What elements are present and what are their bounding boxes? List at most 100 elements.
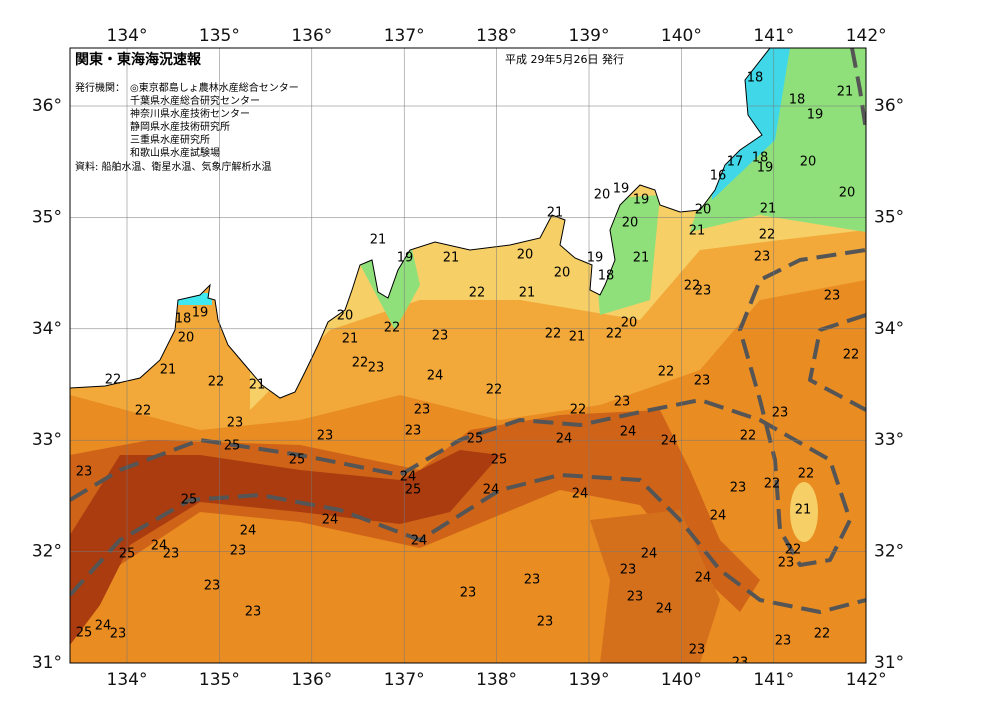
temperature-label: 23: [689, 643, 706, 658]
temperature-label: 24: [556, 432, 573, 447]
lat-label: 34°: [32, 319, 62, 339]
temperature-label: 18: [789, 93, 806, 108]
temperature-label: 21: [519, 286, 536, 301]
temperature-label: 22: [570, 403, 587, 418]
temperature-label: 21: [633, 251, 650, 266]
temperature-label: 25: [76, 626, 93, 641]
lon-label: 138°: [476, 26, 517, 46]
issuer: 静岡県水産技術研究所: [130, 120, 230, 133]
temperature-label: 20: [839, 186, 856, 201]
temperature-label: 23: [730, 481, 747, 496]
temperature-label: 23: [537, 615, 554, 630]
temperature-label: 20: [594, 188, 611, 203]
temperature-label: 24: [411, 534, 428, 549]
map-frame: [69, 47, 867, 664]
temperature-label: 22: [785, 543, 802, 558]
grid: [70, 48, 866, 663]
temperature-label: 23: [694, 374, 711, 389]
temperature-label: 25: [119, 547, 136, 562]
temperature-label: 23: [163, 547, 180, 562]
lon-label: 134°: [107, 670, 148, 690]
temperature-label: 20: [178, 331, 195, 346]
current-line: [850, 48, 866, 131]
axes: 134° 134° 135° 135° 136° 136° 137° 137° 138° 138°…: [32, 26, 904, 690]
temperature-label: 23: [76, 465, 93, 480]
temperature-label: 23: [110, 627, 127, 642]
temperature-label: 23: [524, 573, 541, 588]
lat-label: 31°: [874, 653, 904, 673]
temperature-label: 24: [620, 425, 637, 440]
temperature-label: 22: [545, 327, 562, 342]
temperature-label: 23: [754, 250, 771, 265]
temperature-label: 23: [432, 329, 449, 344]
temperature-label: 23: [460, 586, 477, 601]
temperature-label: 19: [397, 251, 414, 266]
temperature-label: 22: [658, 365, 675, 380]
title: 関東・東海海況速報: [75, 51, 202, 68]
temperature-label: 24: [427, 369, 444, 384]
current-line: [70, 473, 866, 614]
issuer: 千葉県水産総合研究センター: [130, 94, 260, 107]
temperature-label: 21: [249, 378, 266, 393]
lon-label: 135°: [199, 26, 240, 46]
temperature-label: 23: [368, 361, 385, 376]
temperature-label: 20: [554, 266, 571, 281]
land: [70, 48, 771, 399]
temperature-label: 23: [627, 590, 644, 605]
temperature-label: 22: [486, 383, 503, 398]
temperature-label: 24: [661, 434, 678, 449]
temperature-label: 22: [764, 477, 781, 492]
cool-eddy: [790, 482, 818, 542]
lon-label: 141°: [753, 26, 794, 46]
temperature-label: 22: [606, 327, 623, 342]
temperature-label: 23: [204, 579, 221, 594]
temperature-label: 19: [613, 182, 630, 197]
lon-label: 140°: [661, 670, 702, 690]
lat-label: 31°: [32, 653, 62, 673]
lon-label: 142°: [846, 26, 887, 46]
temperature-label: 19: [757, 161, 774, 176]
temperature-label: 25: [289, 453, 306, 468]
temperature-label: 23: [414, 403, 431, 418]
lat-label: 35°: [32, 207, 62, 227]
temperature-label: 25: [224, 439, 241, 454]
temperature-label: 22: [135, 404, 152, 419]
temperature-label: 24: [710, 509, 727, 524]
temperature-label: 22: [469, 286, 486, 301]
temperature-label: 20: [621, 316, 638, 331]
temperature-label: 23: [317, 429, 334, 444]
temperature-label: 23: [778, 556, 795, 571]
temperature-label: 21: [160, 363, 177, 378]
temperature-label: 24: [641, 547, 658, 562]
lon-label: 136°: [291, 26, 332, 46]
temperature-label: 21: [342, 332, 359, 347]
temperature-label: 24: [656, 602, 673, 617]
lat-label: 33°: [874, 430, 904, 450]
temperature-label: 22: [384, 321, 401, 336]
issuer: 神奈川県水産技術センター: [130, 107, 250, 120]
kuroshio-core: [70, 450, 500, 645]
temperature-label: 23: [245, 605, 262, 620]
temperature-label: 23: [227, 416, 244, 431]
temperature-label: 20: [517, 248, 534, 263]
lat-label: 35°: [874, 207, 904, 227]
temperature-label: 20: [622, 216, 639, 231]
temperature-label: 22: [684, 279, 701, 294]
lon-label: 137°: [384, 670, 425, 690]
temperature-label: 24: [695, 571, 712, 586]
temperature-label: 19: [633, 193, 650, 208]
lon-label: 138°: [476, 670, 517, 690]
temperature-label: 23: [772, 406, 789, 421]
lon-label: 140°: [661, 26, 702, 46]
temperature-label: 24: [400, 470, 417, 485]
lon-label: 142°: [846, 670, 887, 690]
lat-label: 33°: [32, 430, 62, 450]
temperature-label: 20: [800, 155, 817, 170]
lon-label: 134°: [107, 26, 148, 46]
temperature-label: 22: [798, 467, 815, 482]
temperature-label: 21: [760, 202, 777, 217]
temperature-label: 19: [807, 108, 824, 123]
